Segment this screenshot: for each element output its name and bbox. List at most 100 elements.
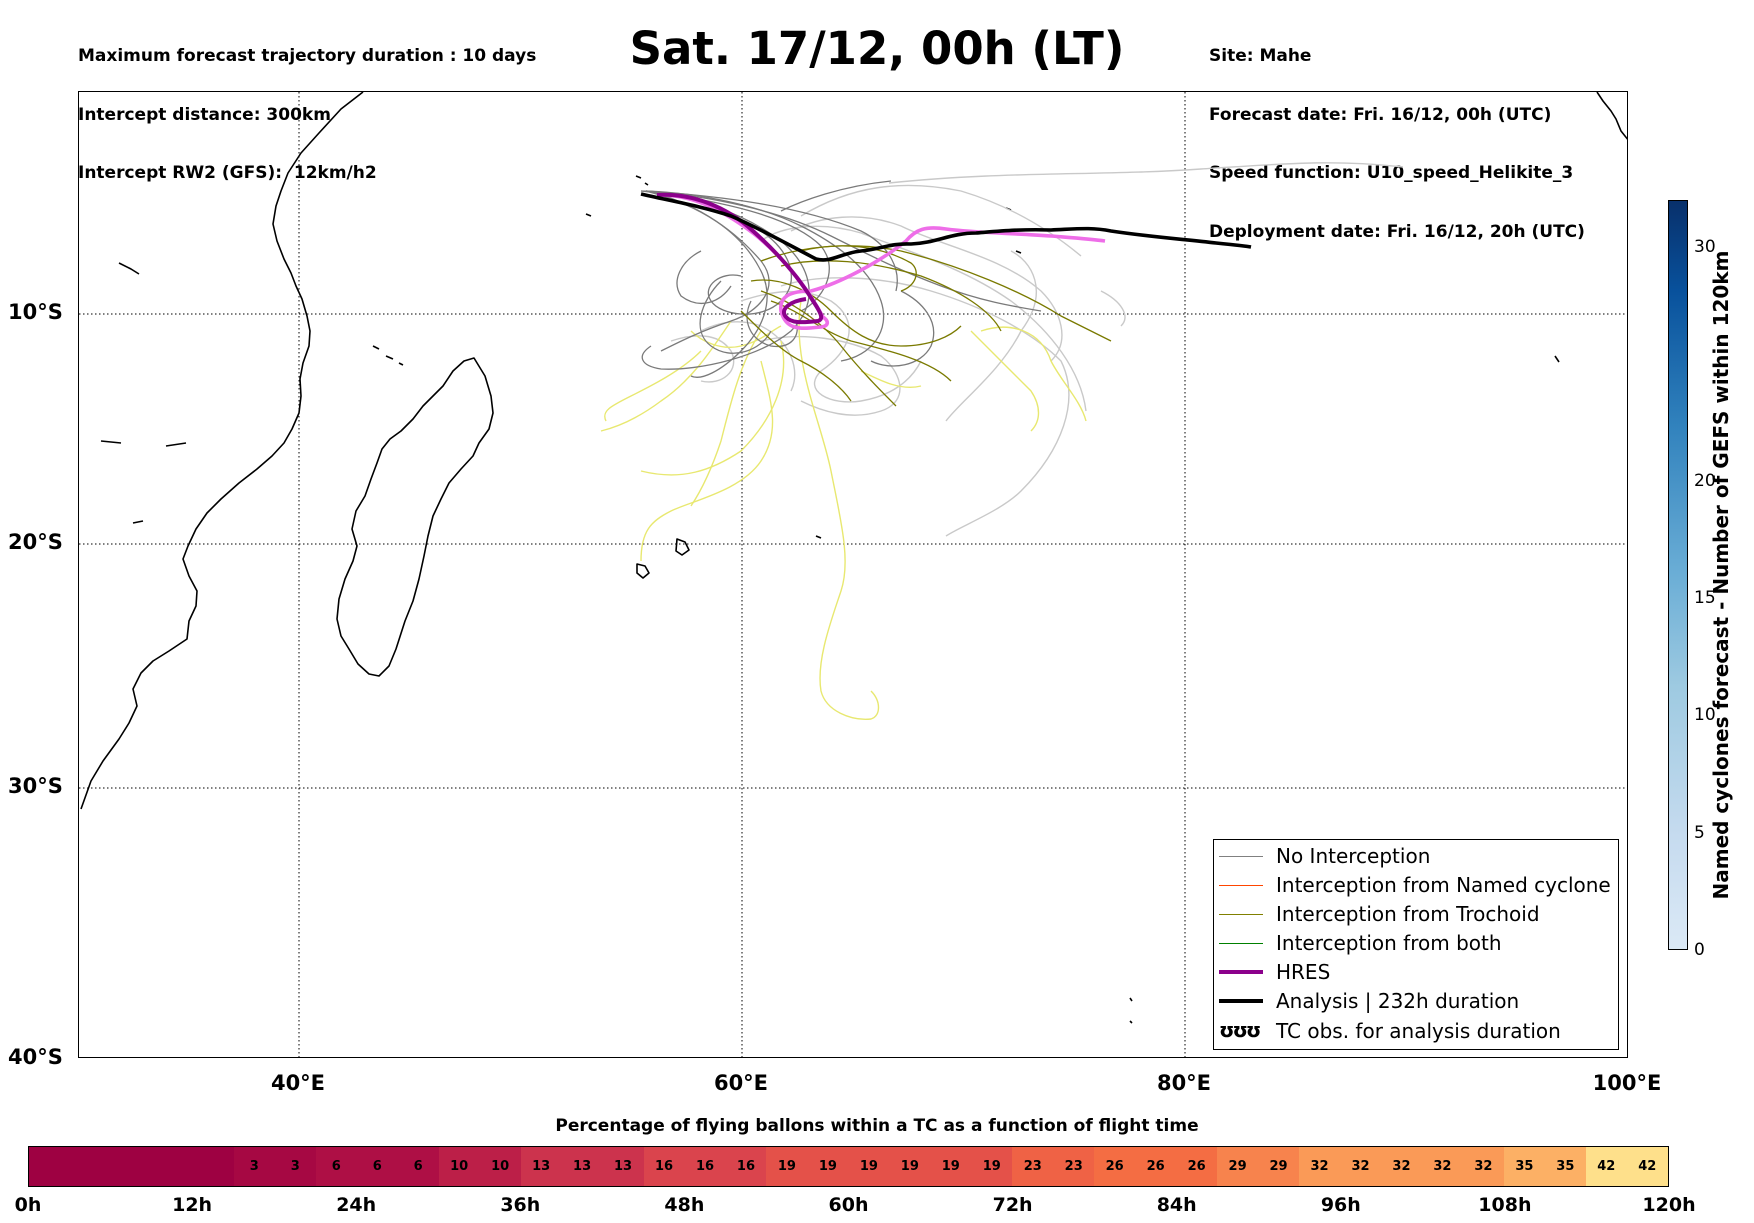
africa-coastline: [80, 92, 364, 810]
time-label: 48h: [664, 1194, 705, 1216]
colorbar-cell: 42: [1626, 1147, 1668, 1186]
legend-label: Interception from both: [1276, 931, 1502, 955]
colorbar-cell: [69, 1147, 111, 1186]
colorbar-cell: [29, 1147, 70, 1186]
lat-label-40s: 40°S: [8, 1045, 63, 1069]
mauritius-coastline: [675, 538, 690, 556]
colorbar-cell: 23: [1053, 1147, 1095, 1186]
colorbar-cell: [110, 1147, 152, 1186]
time-label: 36h: [500, 1194, 541, 1216]
time-label: 0h: [14, 1194, 42, 1216]
colorbar-cell: 10: [438, 1147, 480, 1186]
maldives-cocos: [1129, 355, 1560, 1024]
colorbar-cell: 3: [233, 1147, 275, 1186]
comoros-islands: [372, 345, 404, 366]
legend-swatch: [1219, 885, 1263, 886]
colorbar-cell: 26: [1176, 1147, 1218, 1186]
legend-swatch: [1219, 856, 1263, 857]
colorbar-cell: 16: [684, 1147, 726, 1186]
colorbar-cell: 32: [1340, 1147, 1381, 1186]
colorbar-cell: 13: [520, 1147, 562, 1186]
colorbar-cell: 32: [1380, 1147, 1422, 1186]
legend-swatch: [1219, 943, 1263, 944]
lon-label-60e: 60°E: [713, 1071, 769, 1095]
legend-swatch: [1219, 999, 1263, 1003]
colorbar-cell: 26: [1135, 1147, 1177, 1186]
named-cyclones-colorbar: [1668, 200, 1688, 950]
colorbar-cell: 32: [1421, 1147, 1463, 1186]
map-title: Sat. 17/12, 00h (LT): [629, 22, 1125, 75]
legend-label: Analysis | 232h duration: [1276, 989, 1520, 1013]
site-text: Site: Mahe: [1209, 46, 1312, 66]
cbar-tick-15: 15: [1694, 588, 1716, 608]
lon-label-80e: 80°E: [1156, 1071, 1212, 1095]
colorbar-cell: 16: [725, 1147, 767, 1186]
tc-obs-icon: ʊʊʊ: [1219, 1018, 1261, 1042]
australia-coastline: [1596, 92, 1627, 140]
time-label: 120h: [1642, 1194, 1696, 1216]
time-label: 84h: [1156, 1194, 1197, 1216]
cbar-tick-20: 20: [1694, 471, 1716, 491]
lon-label-40e: 40°E: [270, 1071, 326, 1095]
legend-label: No Interception: [1276, 844, 1431, 868]
trajectories-yellow: [600, 300, 1087, 720]
cbar-tick-10: 10: [1694, 705, 1716, 725]
coastlines: [80, 92, 1627, 1024]
header-left-info: Maximum forecast trajectory duration : 1…: [78, 8, 536, 203]
colorbar-cell: 10: [479, 1147, 521, 1186]
legend-label: Interception from Trochoid: [1276, 902, 1540, 926]
colorbar-cell: 16: [643, 1147, 685, 1186]
colorbar-cell: 13: [602, 1147, 644, 1186]
header-right-info: Site: Mahe Forecast date: Fri. 16/12, 00…: [1209, 8, 1585, 262]
colorbar-cell: 6: [315, 1147, 357, 1186]
colorbar-vertical-label: Named cyclones forecast - Number of GEFS…: [1709, 250, 1733, 900]
map-canvas[interactable]: [79, 92, 1628, 1058]
legend-label: TC obs. for analysis duration: [1276, 1019, 1561, 1043]
intercept-rw2-text: Intercept RW2 (GFS): 12km/h2: [78, 163, 377, 183]
trajectories-light-gray: [670, 162, 1404, 537]
lat-label-20s: 20°S: [8, 530, 63, 554]
percentage-colorbar: 3 3 6 6 6 10 10 13 13 13 16 16 16 19 19 19 19 19 19 23 23 26 2…: [28, 1146, 1669, 1187]
hres-track: [656, 192, 824, 325]
colorbar-cell: 19: [807, 1147, 849, 1186]
colorbar-cell: 26: [1094, 1147, 1136, 1186]
reunion-coastline: [636, 563, 650, 579]
colorbar-cell: 19: [848, 1147, 890, 1186]
intercept-distance-text: Intercept distance: 300km: [78, 104, 331, 125]
madagascar-coastline: [336, 357, 494, 677]
cbar-tick-0: 0: [1694, 940, 1705, 960]
cbar-tick-5: 5: [1694, 823, 1705, 843]
colorbar-cell: 23: [1012, 1147, 1054, 1186]
forecast-date-text: Forecast date: Fri. 16/12, 00h (UTC): [1209, 104, 1552, 125]
lat-label-10s: 10°S: [8, 300, 63, 324]
percentage-colorbar-title: Percentage of flying ballons within a TC…: [555, 1116, 1199, 1136]
lat-label-30s: 30°S: [8, 774, 63, 798]
colorbar-cell: 32: [1299, 1147, 1340, 1186]
colorbar-cell: [192, 1147, 234, 1186]
time-label: 72h: [992, 1194, 1033, 1216]
colorbar-cell: 42: [1585, 1147, 1627, 1186]
time-label: 96h: [1320, 1194, 1361, 1216]
colorbar-cell: 3: [274, 1147, 316, 1186]
legend-label: Interception from Named cyclone: [1276, 873, 1611, 897]
colorbar-cell: 19: [930, 1147, 972, 1186]
max-duration-text: Maximum forecast trajectory duration : 1…: [78, 46, 537, 66]
legend-swatch: [1219, 914, 1263, 915]
time-label: 12h: [172, 1194, 213, 1216]
colorbar-cell: 13: [561, 1147, 603, 1186]
colorbar-cell: 35: [1503, 1147, 1545, 1186]
map-frame[interactable]: No Interception Interception from Named …: [78, 91, 1628, 1058]
colorbar-cell: 6: [356, 1147, 398, 1186]
time-label: 24h: [336, 1194, 377, 1216]
colorbar-cell: 19: [889, 1147, 931, 1186]
east-african-islands: [100, 262, 187, 524]
lon-label-100e: 100°E: [1592, 1071, 1662, 1095]
rodrigues: [815, 535, 822, 539]
speed-function-text: Speed function: U10_speed_Helikite_3: [1209, 163, 1574, 183]
colorbar-cell: 19: [971, 1147, 1013, 1186]
legend-label: HRES: [1276, 960, 1331, 984]
colorbar-cell: [151, 1147, 193, 1186]
colorbar-cell: 6: [397, 1147, 439, 1186]
gridlines: [79, 92, 1627, 1057]
cbar-tick-30: 30: [1694, 237, 1716, 257]
